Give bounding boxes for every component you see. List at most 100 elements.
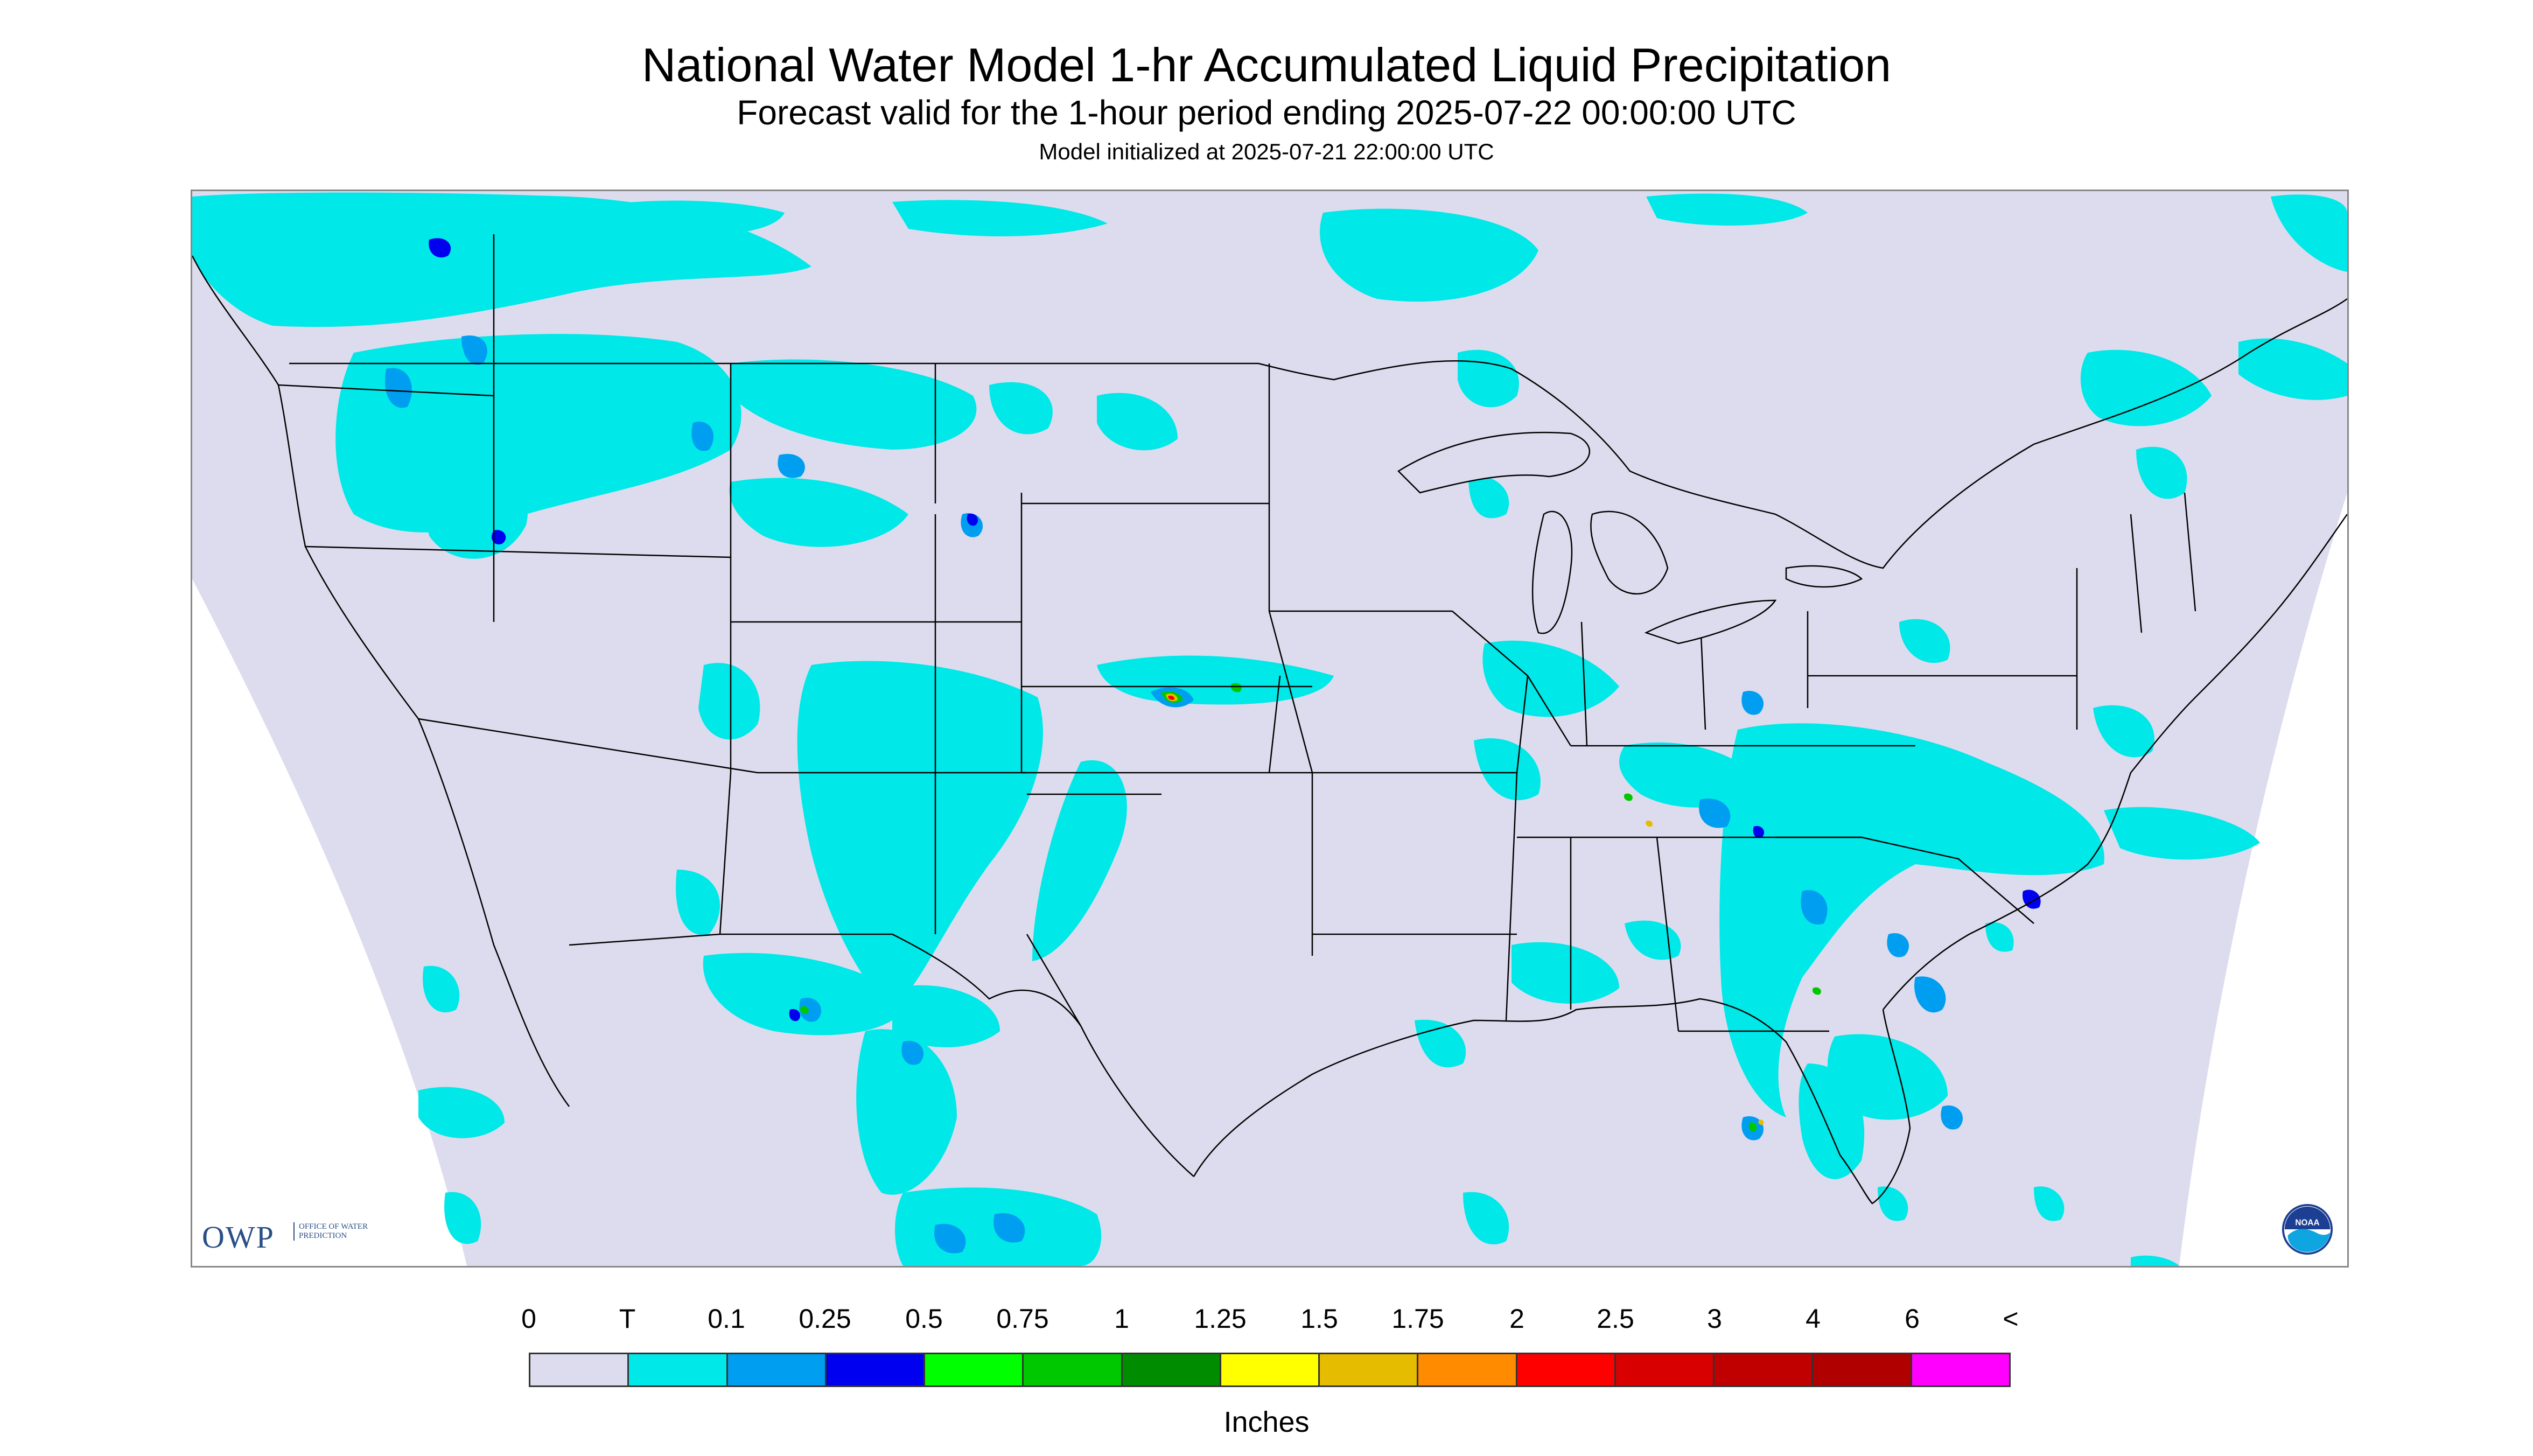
- precip-area: [731, 359, 977, 450]
- precip-area: [1463, 1192, 1509, 1244]
- precip-area: [1032, 760, 1127, 961]
- precip-area: [934, 1224, 966, 1254]
- legend-tick-label: 4: [1806, 1304, 1821, 1334]
- legend-swatch: [1615, 1354, 1715, 1385]
- precip-area: [892, 200, 1108, 236]
- legend-tick-label: 0: [521, 1304, 536, 1334]
- precip-area: [1883, 769, 2018, 832]
- precip-area: [2271, 194, 2347, 272]
- precip-area: [993, 1213, 1025, 1243]
- state-line: [1580, 621, 1588, 746]
- precip-area: [1699, 799, 1731, 828]
- lake-ontario: [1785, 565, 1863, 588]
- precip-area: [989, 382, 1053, 435]
- precip-area: [564, 200, 785, 236]
- precip-area: [2080, 349, 2212, 426]
- precip-area: [1097, 393, 1178, 451]
- precip-area: [698, 663, 760, 740]
- precip-area: [1985, 922, 2014, 952]
- state-line: [1527, 675, 1572, 746]
- precip-area: [676, 870, 720, 935]
- precip-area: [491, 530, 506, 544]
- noaa-logo-text: NOAA: [2295, 1218, 2319, 1227]
- precip-area: [703, 953, 908, 1035]
- precip-area: [1320, 208, 1538, 302]
- precip-area: [2238, 338, 2347, 400]
- state-line: [719, 772, 732, 935]
- noaa-logo: NOAA: [2282, 1203, 2333, 1255]
- lake-huron: [1590, 510, 1669, 595]
- lake-michigan: [1531, 510, 1573, 634]
- legend-swatch: [1517, 1354, 1616, 1385]
- legend-swatch: [1418, 1354, 1517, 1385]
- great-lakes: [1397, 431, 1863, 645]
- precip-area: [892, 985, 1000, 1047]
- state-line: [418, 718, 1027, 774]
- legend-swatch: [1122, 1354, 1221, 1385]
- precip-area: [1646, 193, 1808, 226]
- state-and-country-borders: [192, 234, 2347, 1205]
- precip-area: [691, 422, 714, 451]
- precip-area: [429, 238, 451, 258]
- atlantic-coast: [1883, 514, 2347, 1010]
- precip-area: [967, 514, 978, 526]
- state-line: [1656, 837, 1680, 1032]
- legend-swatch: [1813, 1354, 1912, 1385]
- owp-logo: OWP OFFICE OF WATER PREDICTION: [202, 1217, 396, 1257]
- legend-tick-label: 3: [1707, 1304, 1722, 1334]
- precip-area: [1941, 1105, 1963, 1130]
- precip-area: [797, 661, 1043, 1010]
- precip-area: [1799, 1063, 1865, 1179]
- legend-tick-label: 6: [1905, 1304, 1920, 1334]
- precip-area: [423, 965, 460, 1013]
- precip-area: [778, 454, 805, 478]
- precip-area: [1801, 890, 1828, 925]
- precip-area: [1474, 738, 1541, 801]
- canada-border: [289, 298, 2347, 569]
- legend-tick-label: 0.25: [799, 1304, 851, 1334]
- precip-area: [856, 1029, 957, 1195]
- state-line: [1026, 934, 1082, 1026]
- gulf-coast: [1193, 998, 1911, 1205]
- legend-swatch: [1024, 1354, 1123, 1385]
- precip-area: [1878, 1186, 1908, 1221]
- precip-area: [2034, 1186, 2065, 1221]
- precip-area: [789, 1009, 801, 1021]
- precip-area: [2093, 705, 2154, 758]
- legend-tick-label: 0.75: [996, 1304, 1049, 1334]
- coastline-west: [192, 255, 570, 1107]
- state-line: [1775, 836, 2034, 924]
- precip-area: [444, 1192, 481, 1244]
- precip-area: [901, 1041, 924, 1065]
- legend-swatch: [727, 1354, 827, 1385]
- legend-swatch: [826, 1354, 926, 1385]
- precip-area: [1458, 349, 1519, 408]
- legend-tick-label: <: [2003, 1304, 2019, 1334]
- map-title: National Water Model 1-hr Accumulated Li…: [641, 38, 1892, 92]
- state-line: [1268, 675, 1281, 773]
- map-subtitle: Forecast valid for the 1-hour period end…: [737, 93, 1796, 132]
- model-init-note: Model initialized at 2025-07-21 22:00:00…: [1039, 139, 1494, 164]
- owp-logo-subtext: OFFICE OF WATER PREDICTION: [293, 1222, 380, 1241]
- lake-erie: [1644, 599, 1777, 645]
- precip-area: [418, 1087, 505, 1138]
- owp-logo-letters: OWP: [202, 1220, 275, 1255]
- precip-area: [1753, 826, 1765, 838]
- precip-area: [2136, 446, 2187, 499]
- precip-area: [1887, 933, 1909, 957]
- state-line: [1268, 363, 1313, 773]
- state-line: [1505, 772, 1518, 1021]
- nebraska-storm-cell: [1151, 683, 1242, 708]
- legend-swatch: [1221, 1354, 1320, 1385]
- florida-storm-cell: [1741, 1116, 1764, 1140]
- legend-swatch: [1715, 1354, 1814, 1385]
- legend-swatch: [1912, 1354, 2009, 1385]
- legend-tick-label: 2: [1509, 1304, 1524, 1334]
- precip-area: [1741, 691, 1764, 715]
- legend-color-bar: [529, 1353, 2011, 1387]
- mexico-border: [569, 933, 1194, 1177]
- precip-area: [1468, 475, 1509, 519]
- map-canvas: [192, 191, 2347, 1266]
- precip-area: [385, 368, 412, 408]
- precipitation-map: OWP OFFICE OF WATER PREDICTION NOAA: [191, 190, 2349, 1268]
